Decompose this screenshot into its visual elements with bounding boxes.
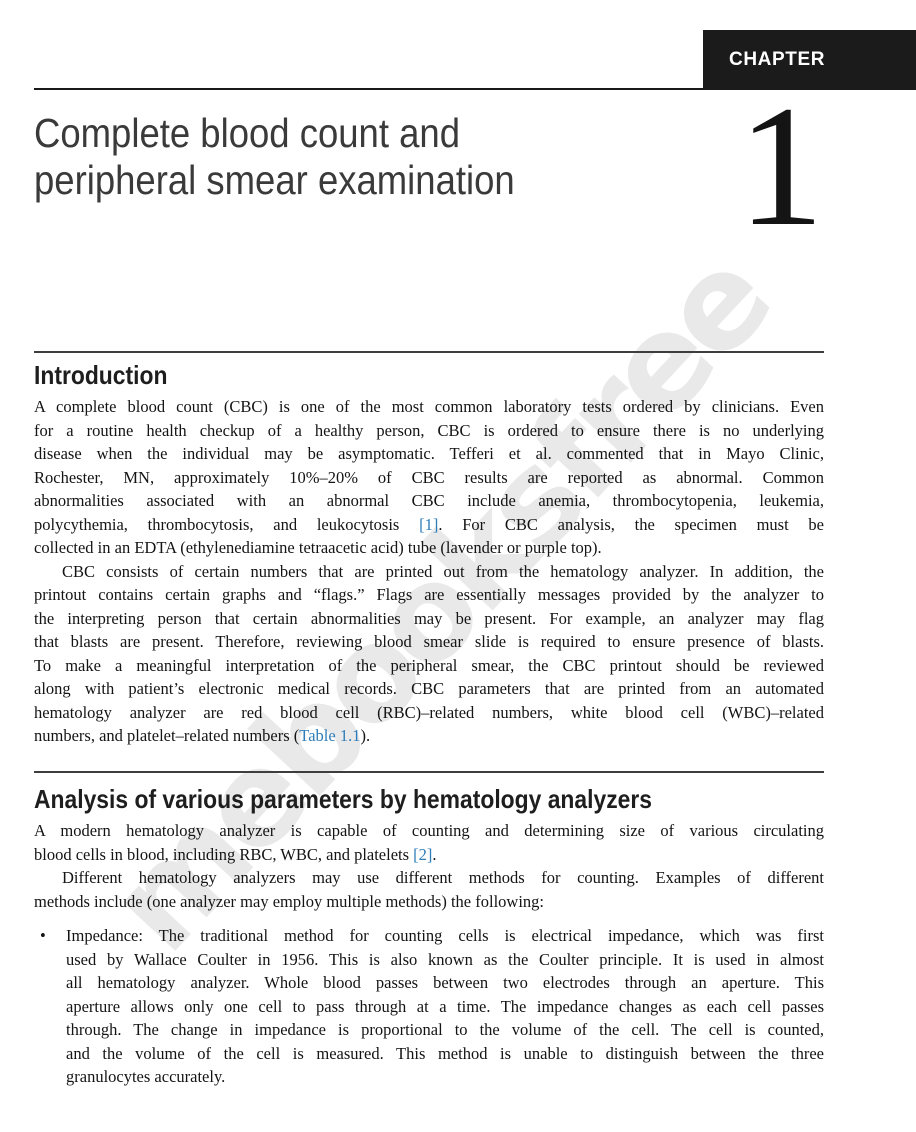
section-heading: Analysis of various parameters by hemato…: [34, 784, 653, 814]
text-segment: all hematology analyzer. Whole blood pas…: [66, 973, 824, 992]
chapter-label: CHAPTER: [729, 49, 826, 70]
text-line: Different hematology analyzers may use d…: [34, 866, 824, 890]
text-segment: Different hematology analyzers may use d…: [62, 868, 824, 887]
text-segment: and the volume of the cell is measured. …: [66, 1043, 824, 1063]
text-line: abnormalities associated with an abnorma…: [34, 489, 824, 513]
chapter-title-line-2: peripheral smear examination: [34, 157, 515, 203]
text-segment: aperture allows only one cell to pass th…: [66, 996, 824, 1016]
bullet-item: • Impedance: The traditional method for c…: [34, 924, 824, 1089]
text-line: aperture allows only one cell to pass th…: [66, 995, 824, 1019]
text-segment: .: [432, 844, 437, 864]
text-line: granulocytes accurately.: [66, 1065, 824, 1089]
citation-link[interactable]: Table 1.1: [299, 726, 361, 745]
text-segment: methods include (one analyzer may employ…: [34, 891, 545, 911]
text-segment: granulocytes accurately.: [66, 1067, 226, 1086]
text-line: CBC consists of certain numbers that are…: [34, 560, 824, 584]
text-line: Rochester, MN, approximately 10%–20% of …: [34, 466, 824, 490]
paragraph: A complete blood count (CBC) is one of t…: [34, 395, 824, 560]
text-segment: through. The change in impedance is prop…: [66, 1020, 824, 1039]
text-line: methods include (one analyzer may employ…: [34, 890, 824, 914]
text-line: polycythemia, thrombocytosis, and leukoc…: [34, 513, 824, 537]
text-segment: along with patient’s electronic medical …: [34, 679, 824, 698]
text-line: disease when the individual may be asymp…: [34, 442, 824, 466]
text-segment: ).: [360, 726, 371, 745]
text-line: through. The change in impedance is prop…: [66, 1018, 824, 1042]
text-segment: To make a meaningful interpretation of t…: [34, 655, 824, 675]
text-line: the interpreting person that certain abn…: [34, 607, 824, 631]
text-line: and the volume of the cell is measured. …: [66, 1042, 824, 1066]
chapter-title: Complete blood count and peripheral smear…: [34, 110, 515, 204]
citation-link[interactable]: [1]: [419, 514, 439, 534]
text-segment: for a routine health checkup of a health…: [34, 420, 824, 440]
text-line: for a routine health checkup of a health…: [34, 419, 824, 443]
bullet-marker: •: [40, 926, 46, 945]
text-line: that blasts are present. Therefore, revi…: [34, 630, 824, 654]
text-line: numbers, and platelet–related numbers (T…: [34, 724, 824, 748]
section-heading: Introduction: [34, 360, 168, 390]
text-segment: numbers, and platelet–related numbers (: [34, 726, 300, 745]
chapter-title-line-1: Complete blood count and: [34, 110, 461, 156]
text-segment: Rochester, MN, approximately 10%–20% of …: [34, 467, 824, 487]
text-line: all hematology analyzer. Whole blood pas…: [66, 971, 824, 995]
text-line: To make a meaningful interpretation of t…: [34, 654, 824, 678]
header-rule: [34, 88, 916, 90]
paragraph: CBC consists of certain numbers that are…: [34, 560, 824, 748]
text-segment: polycythemia, thrombocytosis, and leukoc…: [34, 514, 420, 534]
text-segment: hematology analyzer are red blood cell (…: [34, 702, 824, 722]
text-segment: printout contains certain graphs and “fl…: [34, 585, 824, 604]
text-segment: blood cells in blood, including RBC, WBC…: [34, 844, 414, 864]
text-segment: abnormalities associated with an abnorma…: [34, 491, 824, 510]
text-segment: that blasts are present. Therefore, revi…: [34, 632, 824, 651]
bullet-body: Impedance: The traditional method for co…: [66, 924, 824, 1089]
section-introduction: Introduction A complete blood count (CBC)…: [34, 351, 824, 748]
text-segment: collected in an EDTA (ethylenediamine te…: [34, 538, 602, 557]
text-segment: CBC consists of certain numbers that are…: [62, 561, 824, 581]
text-segment: the interpreting person that certain abn…: [34, 608, 824, 628]
text-segment: Impedance: The traditional method for co…: [66, 926, 824, 945]
chapter-number: 1: [737, 71, 825, 262]
text-line: collected in an EDTA (ethylenediamine te…: [34, 536, 824, 560]
section-rule: [34, 351, 824, 353]
text-segment: used by Wallace Coulter in 1956. This is…: [66, 949, 824, 969]
text-segment: disease when the individual may be asymp…: [34, 444, 824, 463]
text-line: used by Wallace Coulter in 1956. This is…: [66, 948, 824, 972]
section-rule: [34, 771, 824, 773]
text-line: blood cells in blood, including RBC, WBC…: [34, 843, 824, 867]
text-line: A complete blood count (CBC) is one of t…: [34, 395, 824, 419]
chapter-label-box: CHAPTER: [703, 30, 916, 90]
text-segment: A modern hematology analyzer is capable …: [34, 821, 824, 840]
text-line: printout contains certain graphs and “fl…: [34, 583, 824, 607]
text-line: Impedance: The traditional method for co…: [66, 924, 824, 948]
text-line: hematology analyzer are red blood cell (…: [34, 701, 824, 725]
text-line: along with patient’s electronic medical …: [34, 677, 824, 701]
paragraph: Different hematology analyzers may use d…: [34, 866, 824, 913]
text-segment: . For CBC analysis, the specimen must be: [438, 514, 824, 534]
paragraph: A modern hematology analyzer is capable …: [34, 819, 824, 866]
citation-link[interactable]: [2]: [413, 844, 433, 864]
text-segment: A complete blood count (CBC) is one of t…: [34, 397, 824, 416]
section-analysis: Analysis of various parameters by hemato…: [34, 771, 824, 1089]
text-line: A modern hematology analyzer is capable …: [34, 819, 824, 843]
